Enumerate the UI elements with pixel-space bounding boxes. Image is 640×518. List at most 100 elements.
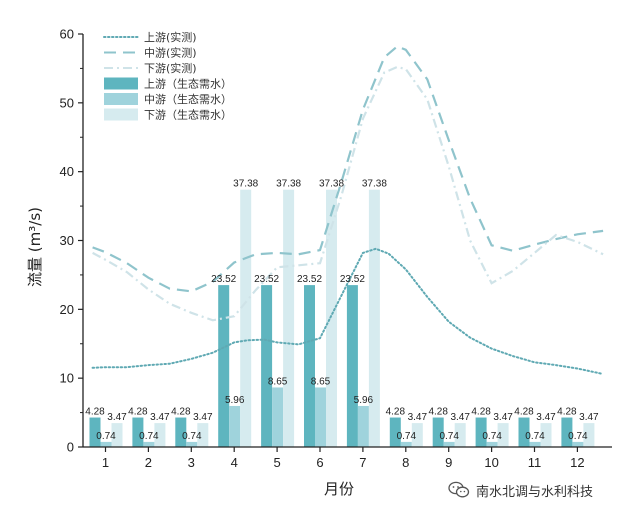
bar-s3-m9	[454, 423, 466, 447]
y-tick-label-0: 0	[67, 440, 74, 455]
data-labels-layer: 4.28 4.28 4.28 23.52 23.52 23.52 23.52 4.28 4.28…	[85, 179, 599, 442]
data-label-s3-m8: 3.47	[408, 412, 428, 423]
y-tick-label-2: 20	[60, 302, 74, 317]
data-label-s3-m9: 3.47	[450, 412, 470, 423]
data-label-s1-m12: 4.28	[557, 407, 577, 418]
data-label-s1-m8: 4.28	[386, 407, 406, 418]
bar-s3-m11	[540, 423, 552, 447]
data-label-s3-m12: 3.47	[579, 412, 599, 423]
bar-s1-m7	[346, 285, 358, 447]
bar-s3-m2	[154, 423, 166, 447]
legend-label-line-1: 上游(实测)	[144, 30, 197, 44]
bar-s1-m1	[89, 417, 101, 447]
data-label-s2-m2: 0.74	[139, 431, 159, 442]
data-label-s1-m11: 4.28	[514, 407, 534, 418]
data-label-s3-m7: 37.38	[362, 179, 387, 190]
bar-s2-m12	[572, 441, 584, 447]
bar-s1-m9	[432, 417, 444, 447]
bar-s2-m10	[486, 441, 498, 447]
legend-label-line-2: 中游(实测)	[144, 46, 197, 60]
data-label-s2-m5: 8.65	[268, 376, 288, 387]
watermark: 南水北调与水利科技	[448, 479, 593, 501]
data-label-s2-m6: 8.65	[311, 376, 331, 387]
y-tick-label-1: 10	[60, 371, 74, 386]
data-label-s3-m5: 37.38	[276, 179, 301, 190]
bar-s3-m5	[283, 189, 295, 448]
x-axis-title: 月份	[324, 480, 354, 498]
data-label-s1-m3: 4.28	[171, 407, 191, 418]
data-label-s3-m1: 3.47	[107, 412, 127, 423]
x-tick-label-7: 7	[359, 455, 366, 470]
bars-layer	[89, 189, 595, 448]
bar-s3-m12	[583, 423, 595, 447]
bar-s1-m2	[132, 417, 144, 447]
x-tick-label-4: 4	[231, 455, 238, 470]
y-tick-label-5: 50	[60, 95, 74, 110]
data-label-s1-m1: 4.28	[85, 407, 105, 418]
legend-label-bar-3: 下游（生态需水）	[144, 108, 232, 122]
data-label-s1-m4: 23.52	[211, 274, 236, 285]
y-tick-label-6: 60	[60, 27, 74, 42]
bar-s1-m10	[475, 417, 487, 447]
bar-s3-m8	[411, 423, 423, 447]
data-label-s3-m10: 3.47	[493, 412, 513, 423]
data-label-s3-m6: 37.38	[319, 179, 344, 190]
y-axis-title: 流量 (m³/s)	[26, 207, 44, 287]
bar-s2-m7	[357, 405, 369, 447]
data-label-s1-m2: 4.28	[128, 407, 148, 418]
legend-swatch-bar-2	[104, 93, 138, 105]
x-tick-label-3: 3	[188, 455, 195, 470]
bar-s3-m6	[326, 189, 337, 448]
data-label-s2-m4: 5.96	[225, 395, 245, 406]
x-tick-label-8: 8	[402, 455, 409, 470]
data-label-s3-m4: 37.38	[233, 179, 258, 190]
data-label-s2-m8: 0.74	[397, 431, 417, 442]
bar-s2-m8	[400, 441, 412, 447]
bar-s3-m4	[240, 189, 252, 448]
data-label-s2-m7: 5.96	[354, 395, 374, 406]
x-tick-label-6: 6	[316, 455, 323, 470]
bar-s3-m10	[497, 423, 509, 447]
legend-label-line-3: 下游(实测)	[144, 61, 197, 75]
bar-s2-m9	[443, 441, 455, 447]
bar-s2-m11	[529, 441, 541, 447]
legend-swatch-bar-3	[104, 108, 138, 121]
bar-s3-m7	[368, 189, 380, 448]
y-tick-label-3: 30	[60, 233, 74, 248]
data-label-s2-m3: 0.74	[182, 431, 202, 442]
data-label-s2-m11: 0.74	[525, 431, 545, 442]
bar-s1-m4	[218, 285, 230, 447]
bar-s1-m11	[518, 417, 530, 447]
x-tick-label-10: 10	[484, 455, 498, 470]
x-tick-label-12: 12	[570, 455, 584, 470]
line-series-3	[92, 65, 604, 322]
bar-s2-m4	[229, 405, 241, 447]
data-label-s1-m6: 23.52	[297, 274, 322, 285]
data-label-s1-m10: 4.28	[471, 407, 491, 418]
legend-label-bar-1: 上游（生态需水）	[144, 77, 232, 91]
data-label-s2-m12: 0.74	[568, 431, 588, 442]
data-label-s1-m7: 23.52	[340, 274, 365, 285]
bar-s3-m1	[111, 423, 123, 447]
line-series-2	[92, 45, 604, 293]
bar-s2-m3	[186, 441, 198, 447]
lines-layer	[91, 45, 605, 375]
data-label-s3-m3: 3.47	[193, 412, 213, 423]
bar-s3-m3	[197, 423, 209, 447]
data-label-s1-m9: 4.28	[428, 407, 448, 418]
data-label-s3-m11: 3.47	[536, 412, 556, 423]
data-label-s1-m5: 23.52	[254, 274, 279, 285]
x-tick-label-1: 1	[102, 455, 109, 470]
data-label-s3-m2: 3.47	[150, 412, 170, 423]
x-tick-label-2: 2	[145, 455, 152, 470]
legend-swatch-bar-1	[104, 77, 138, 90]
data-label-s2-m9: 0.74	[439, 431, 459, 442]
legend-label-bar-2: 中游（生态需水）	[144, 92, 232, 106]
bar-s1-m12	[561, 417, 573, 447]
bar-s2-m6	[315, 387, 326, 447]
bar-s1-m6	[304, 285, 315, 447]
x-tick-label-11: 11	[528, 455, 542, 470]
wechat-icon	[448, 481, 470, 498]
